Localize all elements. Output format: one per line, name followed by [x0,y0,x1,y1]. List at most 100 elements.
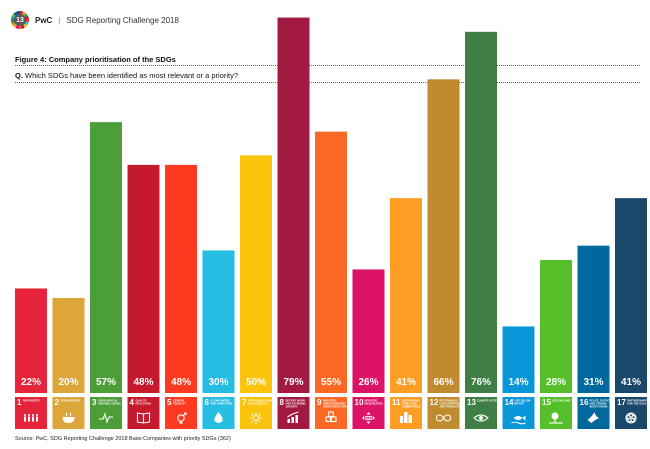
bar-value-label: 30% [208,377,228,388]
sdg-tile-name: CLIMATE ACTION [477,399,499,403]
bar-value-label: 28% [546,377,566,388]
sdg-tile-number: 11 [392,398,401,407]
sdg-tile-name: ZERO HUNGER [61,399,80,403]
bar-sdg-3 [90,122,122,394]
bar-sdg-14 [502,326,535,393]
report-header: 13 PwC | SDG Reporting Challenge 2018 [11,10,179,30]
sdg-tile-name: PEACE, JUSTICE AND STRONG INSTITUTIONS [590,399,612,409]
bar-value-label: 48% [133,377,153,388]
sdg-tile-number: 3 [92,398,97,407]
bar-sdg-15 [540,259,572,393]
bar-sdg-2 [52,297,85,393]
sdg-tile-number: 1 [17,398,22,407]
sdg-tile-15: 15 LIFE ON LAND [540,397,572,429]
sdg-tile-9: 9 INDUSTRY, INNOVATION AND INFRASTRUCTURE [315,397,347,429]
sdg-tile-name: CLEAN WATER AND SANITATION [211,399,233,406]
sdg-tile-name: LIFE BELOW WATER [515,399,532,406]
bar-sdg-1 [15,288,47,393]
eye-icon [473,414,489,422]
sun-icon [250,412,262,424]
cubes-icon [325,411,337,423]
sdg-tile-number: 15 [542,398,551,407]
page-number: 13 [14,14,26,26]
bar-sdg-16 [577,245,610,393]
sdg-tile-name: DECENT WORK AND ECONOMIC GROWTH [286,399,307,409]
bar-value-label: 76% [471,377,491,388]
bar-value-label: 41% [621,377,641,388]
sdg-wheel-icon: 13 [11,11,29,29]
bar-value-label: 41% [396,377,416,388]
sdg-tile-11: 11 SUSTAINABLE CITIES AND COMMUNITIES [390,397,422,429]
bar-value-label: 31% [583,377,603,388]
sdg-tile-7: 7 AFFORDABLE AND CLEAN ENERGY [240,397,272,429]
buildings-icon [400,412,412,423]
sdg-tile-number: 13 [467,398,476,407]
sdg-tile-number: 9 [317,398,322,407]
growth-chart-icon [287,411,299,423]
sdg-tile-number: 16 [580,398,589,407]
sdg-tile-name: GOOD HEALTH AND WELL-BEING [98,399,121,406]
bar-sdg-13 [465,31,497,394]
bar-value-label: 55% [321,377,341,388]
sdg-tile-number: 7 [242,398,247,407]
infinity-icon [435,414,452,422]
sdg-tile-13: 13 CLIMATE ACTION [465,397,499,429]
sdg-tile-4: 4 QUALITY EDUCATION [127,397,160,429]
sdg-tile-number: 10 [355,398,364,407]
question-text: Which SDGs have been identified as most … [25,71,239,80]
source-note: Source: PwC, SDG Reporting Challenge 201… [15,436,231,442]
heartbeat-icon [99,412,113,424]
sdg-tile-name: QUALITY EDUCATION [136,399,151,406]
sdg-tile-8: 8 DECENT WORK AND ECONOMIC GROWTH [277,397,310,429]
bar-sdg-5 [165,164,197,393]
figure-title: Figure 4: Company prioritisation of the … [15,55,176,64]
bar-value-label: 20% [58,377,78,388]
equality-icon [362,412,375,424]
sdg-tile-name: INDUSTRY, INNOVATION AND INFRASTRUCTURE [323,399,347,409]
rings-icon [625,412,637,424]
sdg-tile-16: 16 PEACE, JUSTICE AND STRONG INSTITUTIONS [577,397,612,429]
bar-value-label: 79% [283,377,303,388]
sdg-tile-name: LIFE ON LAND [552,399,570,403]
sdg-tile-number: 4 [130,398,135,407]
bar-sdg-11 [390,198,422,393]
dove-icon [587,412,600,423]
question-prefix: Q. [15,71,23,80]
bar-sdg-6 [202,250,235,393]
bar-value-label: 22% [21,377,41,388]
brand-name: PwC [35,15,53,25]
sdg-tile-5: 5 GENDER EQUALITY [165,397,197,429]
sdg-tile-6: 6 CLEAN WATER AND SANITATION [202,397,235,429]
sdg-tile-number: 2 [55,398,60,407]
book-icon [136,412,151,424]
fish-icon [511,415,526,425]
sdg-tile-name: PARTNERSHIPS FOR THE GOALS [627,399,649,406]
sdg-tile-name: SUSTAINABLE CITIES AND COMMUNITIES [402,399,421,409]
bar-value-label: 57% [96,377,116,388]
people-icon [24,414,38,422]
sdg-tile-name: NO POVERTY [23,399,40,403]
sdg-tile-number: 17 [617,398,626,407]
sdg-tile-number: 14 [505,398,514,407]
gender-icon [177,412,187,424]
bar-value-label: 48% [171,377,191,388]
sdg-tile-17: 17 PARTNERSHIPS FOR THE GOALS [615,397,649,429]
divider [15,65,640,66]
bar-sdg-10 [352,269,385,393]
bar-sdg-17 [615,198,647,393]
bar-sdg-12 [427,79,460,394]
report-title: SDG Reporting Challenge 2018 [66,15,179,25]
sdg-tile-number: 5 [167,398,172,407]
sdg-tile-1: 1 NO POVERTY [15,397,47,429]
bar-sdg-8 [277,17,310,393]
bar-value-label: 14% [508,377,528,388]
bar-sdg-9 [315,131,347,393]
bar-sdg-7 [240,155,272,393]
header-separator: | [58,15,61,25]
bowl-icon [62,413,75,423]
sdg-tile-name: GENDER EQUALITY [173,399,186,406]
bar-value-label: 26% [358,377,378,388]
figure-question: Q. Which SDGs have been identified as mo… [15,71,238,80]
tree-icon [549,412,563,424]
sdg-tile-number: 6 [205,398,210,407]
